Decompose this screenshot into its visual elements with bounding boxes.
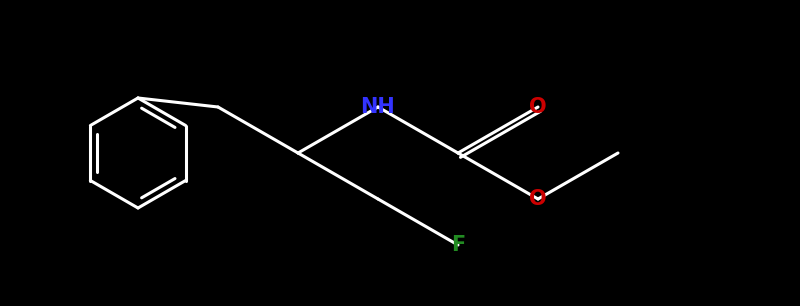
Text: F: F [451, 235, 465, 255]
Text: O: O [529, 97, 547, 117]
Text: NH: NH [361, 97, 395, 117]
Text: O: O [529, 189, 547, 209]
